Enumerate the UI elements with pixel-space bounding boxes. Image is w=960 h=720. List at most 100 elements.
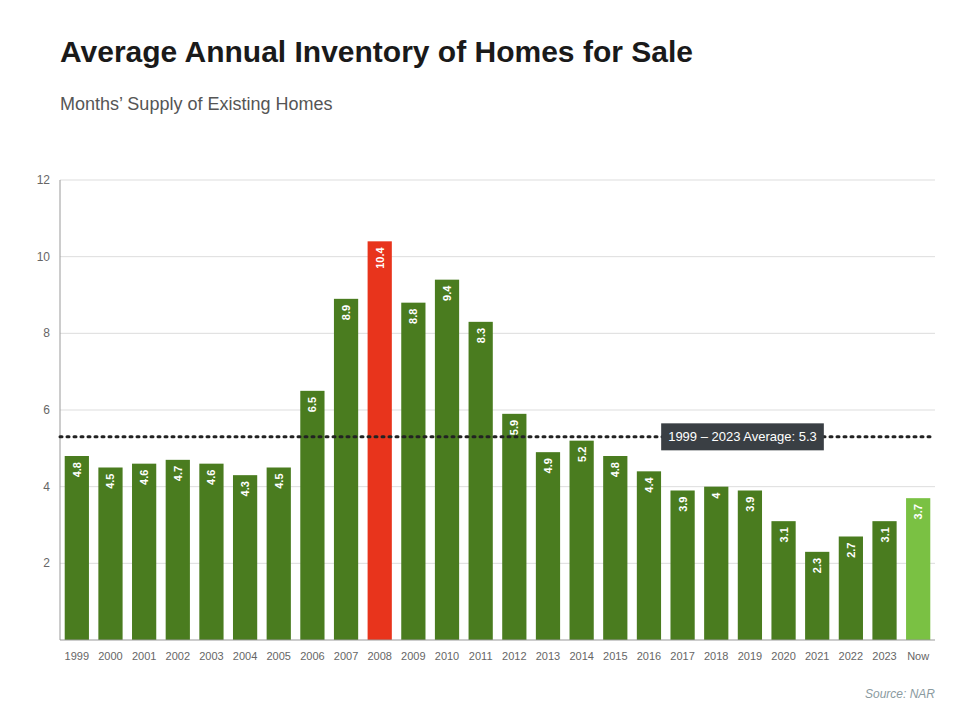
data-label: 4.5 <box>104 474 116 489</box>
title: Average Annual Inventory of Homes for Sa… <box>60 35 693 68</box>
bar <box>65 456 89 640</box>
data-label: 5.2 <box>576 447 588 462</box>
y-tick-label: 10 <box>37 250 51 264</box>
x-tick-label: 2022 <box>839 650 863 662</box>
data-label: 3.1 <box>879 527 891 542</box>
data-label: 9.4 <box>441 285 453 301</box>
x-tick-label: 2014 <box>569 650 593 662</box>
bars <box>65 241 931 640</box>
x-tick-label: 2013 <box>536 650 560 662</box>
data-label: 2.3 <box>811 558 823 573</box>
average-label-box <box>661 423 824 450</box>
bar <box>166 460 190 640</box>
x-tick-label: 2003 <box>199 650 223 662</box>
bar <box>536 452 560 640</box>
bar <box>233 475 257 640</box>
bar <box>839 537 863 641</box>
bar <box>805 552 829 640</box>
bar <box>401 303 425 640</box>
x-tick-label: 2020 <box>771 650 795 662</box>
bar <box>704 487 728 640</box>
data-label: 4.8 <box>609 462 621 477</box>
x-tick-label: 2016 <box>637 650 661 662</box>
x-tick-label: 2006 <box>300 650 324 662</box>
x-tick-label: 2004 <box>233 650 257 662</box>
bar <box>906 498 930 640</box>
data-label: 4.4 <box>643 476 655 492</box>
average-label: 1999 – 2023 Average: 5.3 <box>661 423 824 450</box>
data-label: 10.4 <box>374 246 386 268</box>
data-label: 6.5 <box>306 397 318 412</box>
bar <box>199 464 223 640</box>
bar <box>570 441 594 640</box>
y-tick-label: 4 <box>43 480 50 494</box>
bar <box>771 521 795 640</box>
bar <box>872 521 896 640</box>
data-label: 4.8 <box>71 462 83 477</box>
data-label: 3.9 <box>744 497 756 512</box>
bar <box>502 414 526 640</box>
bar <box>300 391 324 640</box>
bar <box>738 491 762 641</box>
data-label: 4.5 <box>273 474 285 489</box>
bar <box>603 456 627 640</box>
grid-line <box>60 563 935 564</box>
data-label: 3.1 <box>778 527 790 542</box>
data-label: 3.7 <box>912 504 924 519</box>
average-label-text: 1999 – 2023 Average: 5.3 <box>668 429 817 444</box>
grid-line <box>60 256 935 257</box>
bar <box>334 299 358 640</box>
data-label: 8.8 <box>407 309 419 324</box>
y-tick-label: 6 <box>43 403 50 417</box>
data-label: 4.3 <box>239 481 251 496</box>
x-tick-label: 2002 <box>166 650 190 662</box>
grid-line <box>60 410 935 411</box>
source: Source: NAR <box>865 687 935 701</box>
x-tick-label: 2021 <box>805 650 829 662</box>
data-label: 4.6 <box>205 470 217 485</box>
x-tick-label: 2019 <box>738 650 762 662</box>
data-label: 3.9 <box>677 497 689 512</box>
data-label: 4.7 <box>172 466 184 481</box>
bar <box>267 468 291 641</box>
bar <box>98 468 122 641</box>
y-tick-label: 12 <box>37 173 51 187</box>
bar <box>132 464 156 640</box>
bar <box>469 322 493 640</box>
data-label: 8.9 <box>340 305 352 320</box>
data-label: 5.9 <box>508 420 520 435</box>
x-tick-label: 2007 <box>334 650 358 662</box>
x-tick-label: 2018 <box>704 650 728 662</box>
x-tick-label: 2010 <box>435 650 459 662</box>
x-tick-label: 2000 <box>98 650 122 662</box>
x-tick-label: 2017 <box>670 650 694 662</box>
data-label: 8.3 <box>475 328 487 343</box>
grid <box>60 180 935 563</box>
y-axis-line <box>60 180 61 640</box>
grid-line <box>60 180 935 181</box>
data-label: 4.9 <box>542 458 554 473</box>
bar <box>435 280 459 640</box>
subtitle: Months’ Supply of Existing Homes <box>60 94 332 114</box>
x-axis-line <box>60 640 935 641</box>
data-label: 4 <box>710 492 722 499</box>
chart: Average Annual Inventory of Homes for Sa… <box>0 0 960 720</box>
x-tick-label: 2023 <box>872 650 896 662</box>
x-tick-label: 2012 <box>502 650 526 662</box>
x-tick-label: 2001 <box>132 650 156 662</box>
x-tick-label: 2009 <box>401 650 425 662</box>
x-tick-label: 1999 <box>65 650 89 662</box>
grid-line <box>60 486 935 487</box>
bar <box>670 491 694 641</box>
data-label: 4.6 <box>138 470 150 485</box>
x-tick-label: 2008 <box>367 650 391 662</box>
x-tick-label: 2011 <box>469 650 493 662</box>
grid-line <box>60 333 935 334</box>
bar <box>637 471 661 640</box>
x-tick-label: Now <box>907 650 929 662</box>
x-tick-label: 2015 <box>603 650 627 662</box>
y-tick-label: 2 <box>43 556 50 570</box>
x-tick-label: 2005 <box>267 650 291 662</box>
y-tick-label: 8 <box>43 326 50 340</box>
data-label: 2.7 <box>845 543 857 558</box>
